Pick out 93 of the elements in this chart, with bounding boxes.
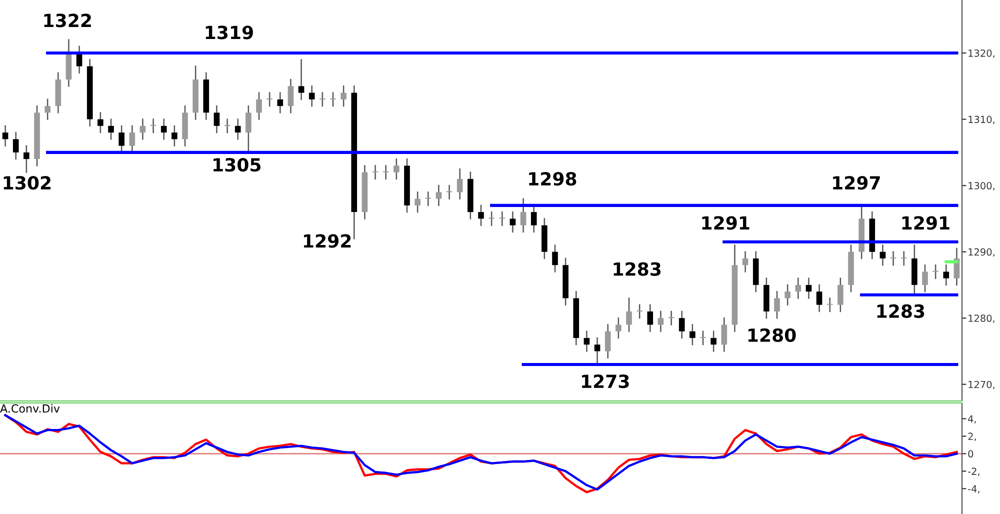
candlestick <box>150 118 156 134</box>
y-tick-label: 2, <box>968 432 976 442</box>
annotation: 1305 <box>214 158 261 172</box>
candlestick <box>932 264 938 279</box>
annotation: 1319 <box>206 26 253 40</box>
candlestick <box>530 204 537 233</box>
candlestick <box>784 284 790 306</box>
annotation: 1283 <box>614 262 661 276</box>
candlestick <box>636 304 642 319</box>
candlestick <box>308 86 315 107</box>
annotation: 1292 <box>304 234 351 248</box>
candlestick <box>288 78 294 114</box>
y-tick-label: 4, <box>968 415 976 424</box>
candlestick <box>510 211 516 233</box>
candlestick <box>658 310 664 332</box>
y-tick-label: 0 <box>968 450 974 458</box>
candlestick <box>678 310 685 339</box>
annotation: 1322 <box>44 14 91 28</box>
candlestick <box>700 330 706 346</box>
candlestick <box>160 118 167 140</box>
y-tick-label: -4, <box>968 485 980 494</box>
annotation: 1273 <box>582 374 629 388</box>
candlestick <box>647 304 654 332</box>
annotation: 1283 <box>877 304 924 318</box>
candlestick <box>24 145 30 173</box>
candlestick <box>456 168 463 200</box>
candlestick <box>330 92 336 107</box>
annotation: 1302 <box>4 176 50 190</box>
candlestick <box>742 251 748 272</box>
candlestick <box>922 264 928 292</box>
candlestick <box>320 92 326 107</box>
y-tick-label: 1290, <box>968 248 994 257</box>
candlestick <box>616 317 622 339</box>
candlestick <box>594 337 600 366</box>
candlestick <box>478 204 484 226</box>
candlestick <box>382 165 389 180</box>
candlestick <box>436 184 442 206</box>
chart-title: A.Conv.Div <box>0 404 60 413</box>
candlestick <box>98 112 104 134</box>
candlestick <box>172 125 178 146</box>
candlestick <box>234 118 241 140</box>
candlestick <box>108 118 114 140</box>
y-tick-label: 1280, <box>968 314 994 323</box>
candlestick <box>838 278 844 312</box>
candlestick <box>256 92 262 120</box>
candlestick <box>277 92 284 114</box>
candlestick <box>340 86 346 107</box>
y-tick-label: 1320, <box>968 49 994 58</box>
candlestick <box>140 118 146 140</box>
candlestick <box>2 125 8 146</box>
candlestick <box>129 125 136 154</box>
candlestick <box>372 165 378 180</box>
candlestick <box>394 158 400 180</box>
candlestick <box>214 105 220 134</box>
candlestick <box>900 251 907 266</box>
annotation: 1280 <box>748 328 796 342</box>
candlestick <box>246 105 252 154</box>
y-tick-label: 1300, <box>968 182 994 190</box>
candlestick <box>795 278 802 299</box>
y-tick-label: 1270, <box>968 380 994 390</box>
candlestick <box>224 118 230 134</box>
y-tick-label: -2, <box>968 468 980 476</box>
candlestick <box>880 244 886 266</box>
candlestick <box>774 290 780 319</box>
candlestick <box>520 198 526 233</box>
annotation: 1291 <box>702 216 750 230</box>
annotation: 1291 <box>902 216 950 230</box>
annotation: 1298 <box>529 172 576 186</box>
annotation: 1297 <box>833 176 880 190</box>
candlestick <box>44 98 50 120</box>
candlestick <box>266 92 272 107</box>
candlestick <box>826 298 833 312</box>
candlestick <box>943 264 950 286</box>
candlestick <box>890 251 896 266</box>
candlestick <box>298 59 304 100</box>
candlestick <box>488 211 494 226</box>
candlestick <box>816 284 822 312</box>
candlestick <box>446 184 452 200</box>
candlestick <box>584 330 590 352</box>
candlestick <box>552 244 558 272</box>
candlestick <box>118 125 124 154</box>
candlestick <box>668 310 674 326</box>
candlestick <box>721 317 728 352</box>
candlestick <box>690 324 696 346</box>
y-tick-label: 1310, <box>968 116 994 124</box>
candlestick <box>604 324 611 358</box>
candlestick <box>626 298 632 332</box>
candlestick <box>12 132 19 160</box>
candlestick <box>425 192 432 206</box>
candlestick <box>710 330 716 352</box>
candlestick <box>499 211 506 226</box>
candlestick <box>414 192 420 213</box>
candlestick <box>806 278 812 299</box>
